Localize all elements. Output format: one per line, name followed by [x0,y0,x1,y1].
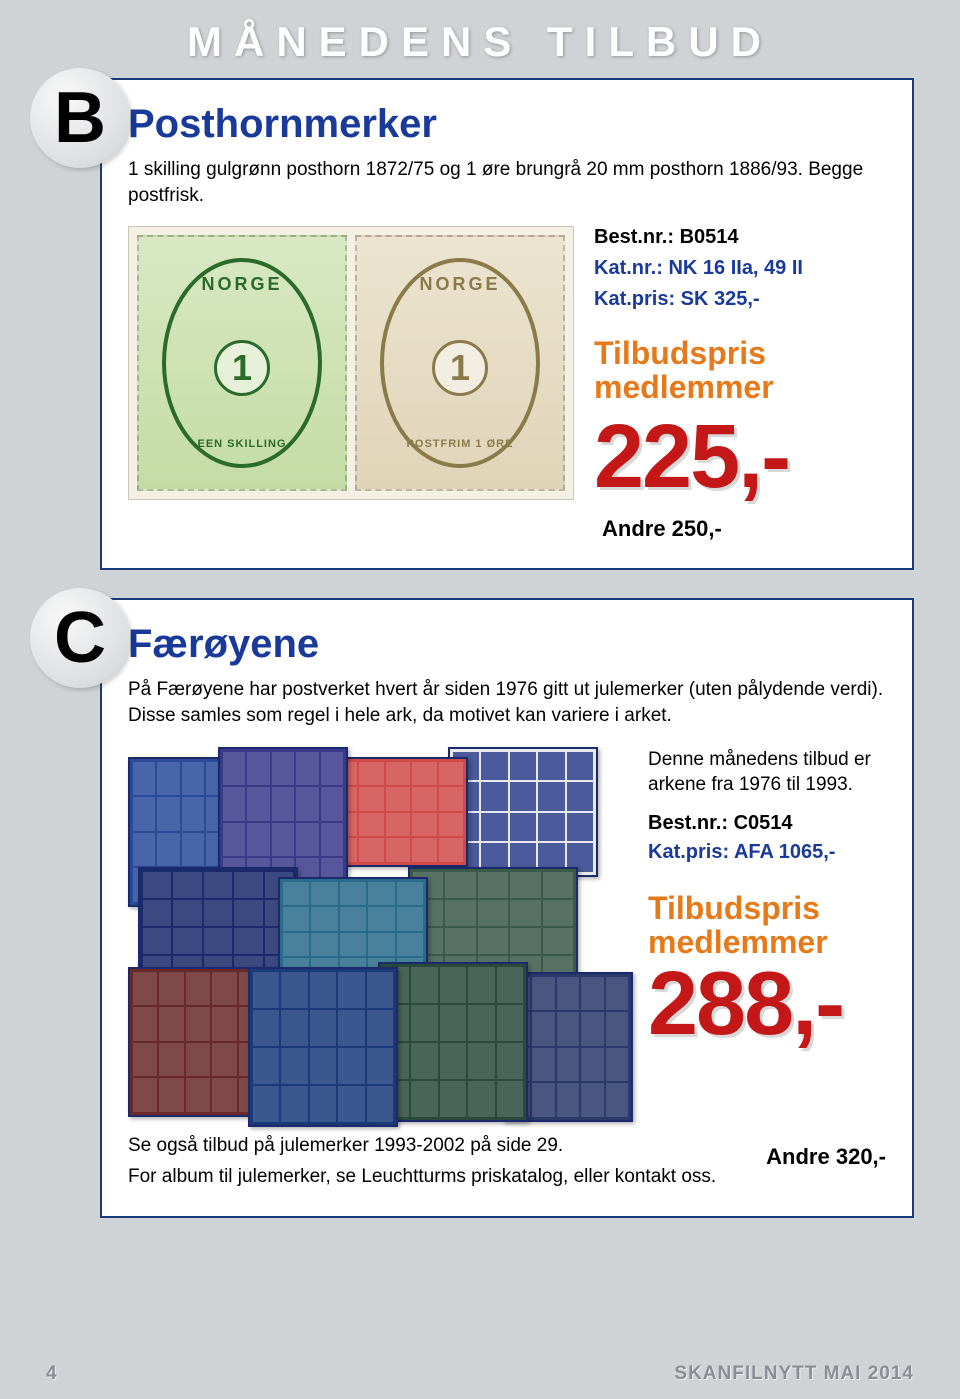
offer-c-andre: Andre 320,- [766,1144,886,1170]
offer-c-footnotes: Se også tilbud på julemerker 1993-2002 p… [128,1127,716,1190]
stamp1-num: 1 [214,340,270,396]
offer-b-andre: Andre 250,- [602,516,886,542]
offer-b-bestnr: Best.nr.: B0514 [594,226,886,249]
offer-c-footnote2: For album til julemerker, se Leuchtturms… [128,1164,716,1190]
tilbud-c-line1: Tilbudspris [648,890,820,926]
offer-c-info: Denne månedens tilbud er arkene fra 1976… [648,747,886,1049]
tilbud-line2: medlemmer [594,369,774,405]
letter-badge-b: B [30,68,130,168]
page-number: 4 [46,1363,58,1385]
stamp2-top: NORGE [419,274,500,295]
offer-box-c: C Færøyene På Færøyene har postverket hv… [100,598,914,1218]
stamp2-num: 1 [432,340,488,396]
letter-badge-c: C [30,588,130,688]
offer-b-description: 1 skilling gulgrønn posthorn 1872/75 og … [128,157,886,208]
page-title: MÅNEDENS TILBUD [0,18,960,66]
offer-c-katpris: Kat.pris: AFA 1065,- [648,841,886,864]
tilbud-line1: Tilbudspris [594,335,766,371]
letter-b: B [54,77,106,159]
offer-c-title: Færøyene [128,622,886,667]
offer-b-tilbud-label: Tilbudspris medlemmer [594,337,886,404]
stamp-images-b: NORGE 1 EEN SKILLING NORGE 1 POSTFRIM 1 … [128,226,574,542]
stamp1-bottom: EEN SKILLING [197,438,286,450]
offer-b-info: Best.nr.: B0514 Kat.nr.: NK 16 IIa, 49 I… [594,226,886,542]
letter-c: C [54,597,106,679]
offer-c-footnote1: Se også tilbud på julemerker 1993-2002 p… [128,1133,716,1159]
offer-b-katnr: Kat.nr.: NK 16 IIa, 49 II [594,257,886,280]
stamp-sheets-collage [128,747,628,1127]
magazine-name: SKANFILNYTT MAI 2014 [674,1363,914,1385]
page-footer: 4 SKANFILNYTT MAI 2014 [46,1363,914,1385]
stamp1-top: NORGE [201,274,282,295]
stamp2-bottom: POSTFRIM 1 ØRE [407,438,514,450]
page-header: MÅNEDENS TILBUD [0,0,960,78]
offer-c-extra: Denne månedens tilbud er arkene fra 1976… [648,747,886,798]
offer-b-title: Posthornmerker [128,102,886,147]
offer-box-b: B Posthornmerker 1 skilling gulgrønn pos… [100,78,914,570]
stamp-green: NORGE 1 EEN SKILLING [137,235,347,491]
offer-c-description: På Færøyene har postverket hvert år side… [128,677,886,728]
offer-b-price: 225,- [594,412,886,502]
offer-b-katpris: Kat.pris: SK 325,- [594,288,886,311]
offer-c-tilbud-label: Tilbudspris medlemmer [648,892,886,959]
offer-c-price: 288,- [648,959,886,1049]
stamp-brown: NORGE 1 POSTFRIM 1 ØRE [355,235,565,491]
offer-c-bestnr: Best.nr.: C0514 [648,812,886,835]
